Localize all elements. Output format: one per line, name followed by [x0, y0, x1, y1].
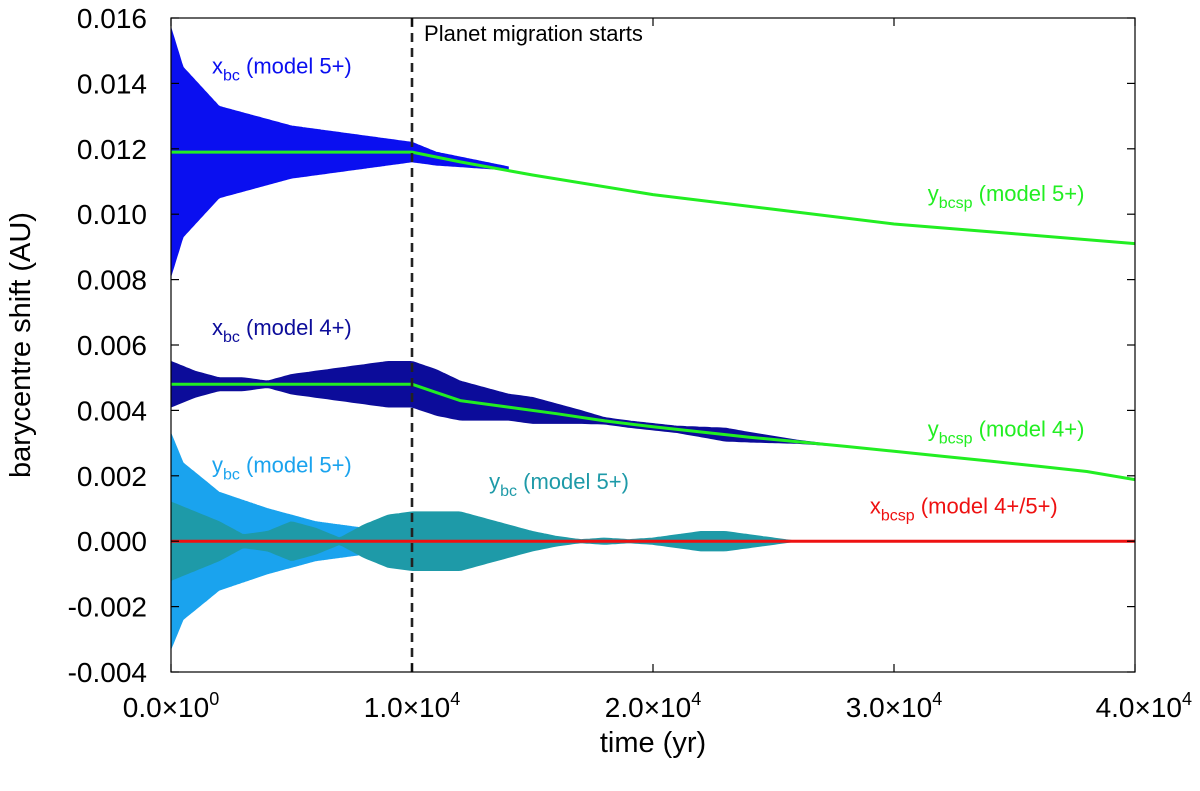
- plot-border: [170, 17, 1136, 673]
- y-tick-label: -0.002: [68, 592, 147, 623]
- y-tick-label: 0.008: [77, 265, 147, 296]
- x-tick-label: 0.0×100: [123, 689, 219, 723]
- annotation-xbc4: xbc (model 4+): [212, 315, 352, 346]
- annotation-ybcsp4: ybcsp (model 4+): [928, 417, 1085, 448]
- annotation-migration: Planet migration starts: [424, 21, 643, 46]
- tick-layer: -0.004 -0.002 0.000 0.002 0.004 0.006 0.008 0.0…: [68, 3, 1192, 723]
- annotation-xbc5: xbc (model 5+): [212, 54, 352, 85]
- series-ybcsp-model5: [171, 150, 1135, 246]
- data-layer: [171, 18, 1135, 672]
- annotation-ybc5light: ybc (model 5+): [212, 453, 352, 484]
- y-tick-label: -0.004: [68, 657, 147, 688]
- y-tick-label: 0.010: [77, 199, 147, 230]
- annotation-ybc5teal: ybc (model 5+): [489, 469, 629, 500]
- plot-frame: [170, 17, 1136, 673]
- y-tick-label: 0.006: [77, 330, 147, 361]
- y-tick-label: 0.002: [77, 461, 147, 492]
- annotation-xbcsp: xbcsp (model 4+/5+): [870, 493, 1058, 524]
- x-tick-label: 4.0×104: [1096, 689, 1192, 723]
- y-axis-label: barycentre shift (AU): [5, 212, 37, 478]
- x-tick-label: 3.0×104: [846, 689, 942, 723]
- series-xbc-model4: [171, 360, 846, 447]
- series-ybcsp-model4: [171, 382, 1135, 482]
- y-tick-label: 0.004: [77, 395, 147, 426]
- x-tick-label: 1.0×104: [364, 689, 460, 723]
- x-axis-label: time (yr): [600, 727, 706, 759]
- annotation-ybcsp5: ybcsp (model 5+): [928, 181, 1085, 212]
- annotation-layer: xbc (model 5+) xbc (model 4+) ybc (model 5…: [212, 21, 1084, 525]
- y-tick-label: 0.016: [77, 3, 147, 34]
- y-tick-label: 0.000: [77, 526, 147, 557]
- y-tick-label: 0.014: [77, 68, 147, 99]
- y-tick-label: 0.012: [77, 134, 147, 165]
- x-tick-label: 2.0×104: [605, 689, 701, 723]
